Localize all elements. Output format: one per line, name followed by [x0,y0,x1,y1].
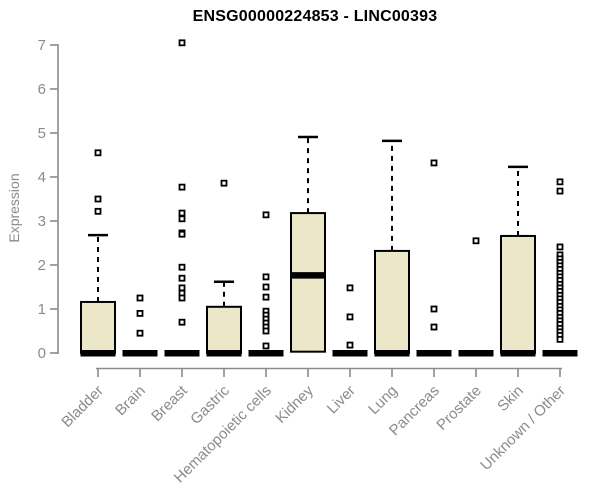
outlier-brain [136,329,144,337]
y-tick-label: 4 [38,169,46,186]
outlier-breast [178,230,186,238]
median-breast [164,350,200,357]
x-tick-label-breast: Breast [148,382,191,425]
outlier-unknown-other [556,178,564,186]
y-tick-label: 7 [38,37,46,54]
x-tick-label-skin: Skin [494,382,527,415]
outlier-breast [178,209,186,217]
box-skin [500,234,536,355]
outlier-breast [178,274,186,282]
outlier-brain [136,294,144,302]
outlier-unknown-other [556,335,564,343]
box-bladder [80,300,116,354]
x-tick-label-brain: Brain [112,382,149,419]
box-lung [374,249,410,354]
outlier-hematopoietic-cells [262,293,270,301]
outlier-hematopoietic-cells [262,211,270,219]
median-hematopoietic-cells [248,350,284,357]
median-unknown-other [542,350,578,357]
median-bladder [80,350,116,357]
outlier-brain [136,309,144,317]
outlier-unknown-other [556,243,564,251]
outlier-hematopoietic-cells [262,327,270,335]
outlier-breast [178,284,186,292]
outlier-gastric [220,179,228,187]
box-kidney [290,212,326,353]
outlier-breast [178,263,186,271]
outlier-liver [346,341,354,349]
y-tick-label: 0 [38,345,46,362]
x-tick-label-bladder: Bladder [58,382,107,431]
outlier-bladder [94,207,102,215]
median-kidney [290,272,326,279]
outlier-breast [178,39,186,47]
median-gastric [206,350,242,357]
y-tick-label: 6 [38,81,46,98]
y-tick-label: 5 [38,125,46,142]
outlier-breast [178,215,186,223]
chart-title: ENSG00000224853 - LINC00393 [192,8,438,25]
box-gastric [206,305,242,354]
y-tick-label: 1 [38,301,46,318]
outlier-hematopoietic-cells [262,273,270,281]
outlier-liver [346,313,354,321]
median-lung [374,350,410,357]
outlier-breast [178,318,186,326]
median-pancreas [416,350,452,357]
median-liver [332,350,368,357]
outlier-liver [346,284,354,292]
median-prostate [458,350,494,357]
x-tick-label-liver: Liver [324,382,359,417]
outlier-unknown-other [556,187,564,195]
outlier-pancreas [430,323,438,331]
median-skin [500,350,536,357]
y-tick-label: 3 [38,213,46,230]
outlier-pancreas [430,305,438,313]
y-tick-label: 2 [38,257,46,274]
outlier-breast [178,183,186,191]
y-axis-label: Expression [6,173,22,243]
x-tick-label-prostate: Prostate [433,382,485,434]
outlier-breast [178,294,186,302]
outlier-hematopoietic-cells [262,342,270,350]
outlier-prostate [472,237,480,245]
outlier-bladder [94,149,102,157]
outlier-bladder [94,195,102,203]
x-tick-label-kidney: Kidney [272,382,317,427]
outlier-pancreas [430,159,438,167]
outlier-hematopoietic-cells [262,283,270,291]
x-tick-label-lung: Lung [365,382,401,418]
median-brain [122,350,158,357]
